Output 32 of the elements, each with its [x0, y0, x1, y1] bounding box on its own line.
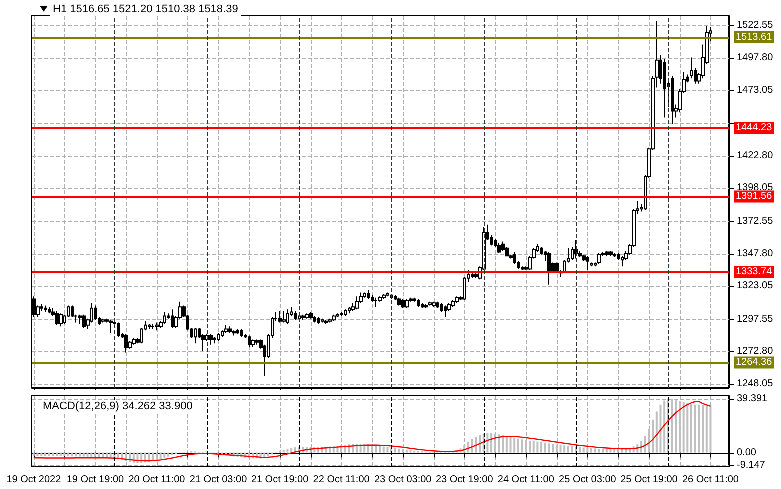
x-tick-label: 23 Oct 03:00: [374, 474, 432, 486]
x-tick-label: 20 Oct 11:00: [128, 474, 186, 486]
y-tick-label: 0.00: [737, 447, 757, 458]
y-tick-label: 1272.80: [737, 346, 774, 358]
chart-title: MACD(12,26,9) 34.262 33.900: [43, 400, 193, 412]
x-tick-label: 25 Oct 19:00: [620, 474, 678, 486]
y-tick-label: 1522.55: [737, 20, 774, 32]
y-tick-label: 1297.55: [737, 314, 774, 325]
x-tick-label: 25 Oct 03:00: [559, 474, 617, 486]
y-tick-label: 1497.80: [737, 52, 774, 64]
y-tick-label: 1323.05: [737, 280, 774, 292]
x-tick-label: 26 Oct 11:00: [682, 474, 740, 486]
y-tick-label: 1248.05: [737, 378, 774, 390]
y-tick-label: 1372.55: [737, 216, 774, 228]
y-tick-label: 1473.05: [737, 84, 774, 96]
y-tick-label: -9.147: [737, 460, 766, 471]
chart-title: H1 1516.65 1521.20 1510.38 1518.39: [53, 4, 238, 16]
x-tick-label: 19 Oct 19:00: [66, 474, 125, 486]
y-tick-label: 39.391: [737, 393, 768, 404]
ref-line-label: 1264.36: [736, 357, 773, 368]
ref-line-label: 1513.61: [736, 32, 773, 43]
x-tick-label: 24 Oct 11:00: [498, 474, 555, 486]
ref-line-label: 1333.74: [736, 266, 773, 278]
ref-line-label: 1391.56: [736, 191, 773, 202]
x-tick-label: 21 Oct 03:00: [190, 474, 248, 486]
y-tick-label: 1347.80: [737, 248, 774, 260]
x-tick-label: 22 Oct 11:00: [313, 474, 370, 486]
y-tick-label: 1422.80: [737, 150, 774, 162]
x-tick-label: 23 Oct 19:00: [436, 474, 494, 486]
ref-line-label: 1444.23: [736, 122, 773, 134]
x-tick-label: 19 Oct 2022: [6, 474, 62, 486]
x-tick-label: 21 Oct 19:00: [251, 474, 310, 486]
